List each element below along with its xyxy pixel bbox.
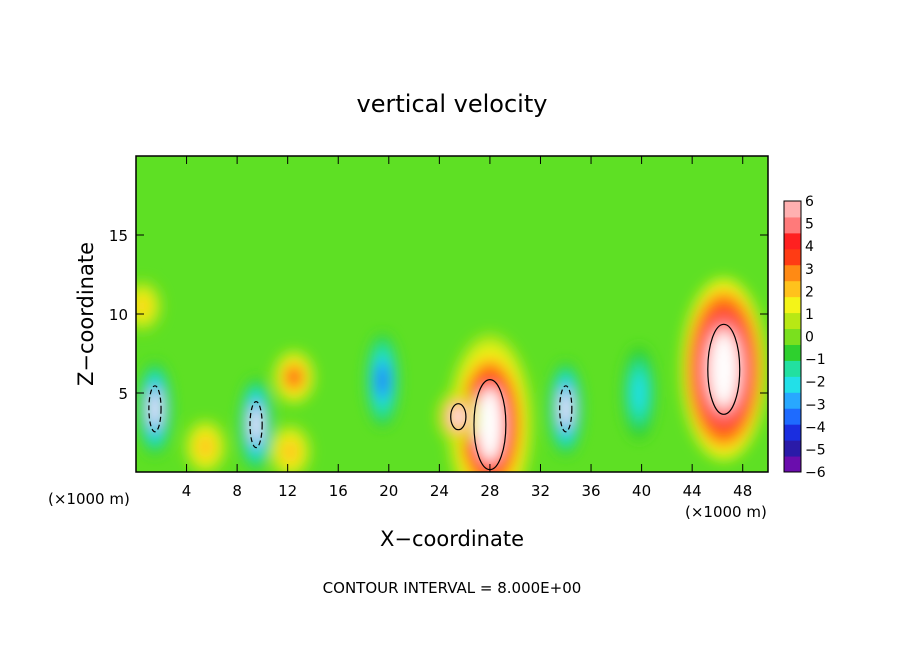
colorbar-band [784, 424, 801, 441]
colorbar-bands [784, 201, 801, 473]
colorbar-band [784, 408, 801, 425]
field-blob-7-core [149, 389, 161, 429]
colorbar-label: −4 [805, 420, 826, 436]
contour-interval-note: CONTOUR INTERVAL = 8.000E+00 [323, 579, 582, 597]
colorbar-label: −5 [805, 442, 826, 458]
x-tick-label: 8 [232, 482, 242, 500]
field-blob-10-core [560, 389, 571, 429]
colorbar-band [784, 328, 801, 345]
colorbar-label: −2 [805, 375, 826, 391]
field-blob-9-ring-5 [377, 366, 388, 395]
contour-5 [559, 385, 573, 433]
colorbar-label: 5 [805, 217, 814, 233]
colorbar-band [784, 312, 801, 330]
x-axis-ticks: 4 8 12 16 20 24 28 32 36 40 44 48 [182, 156, 752, 500]
colorbar-band [784, 376, 801, 393]
y-axis-title: Z−coordinate [74, 242, 98, 386]
velocity-field [136, 278, 767, 472]
field-blob-11-ring-5 [634, 379, 644, 407]
colorbar-label: 0 [805, 330, 814, 346]
colorbar-label: 3 [805, 262, 814, 278]
colorbar-band [784, 296, 801, 314]
colorbar-band [784, 360, 801, 377]
colorbar-label: 4 [805, 239, 814, 255]
x-tick-label: 36 [581, 482, 600, 500]
field-blob-6-ring-5 [136, 298, 149, 314]
colorbar-label: −3 [805, 397, 826, 413]
x-tick-label: 24 [430, 482, 449, 500]
colorbar-band [784, 344, 801, 361]
y-axis-ticks: 5 10 15 [109, 227, 768, 403]
contour-lines [148, 323, 741, 471]
plot-area [136, 156, 768, 472]
colorbar-label: 1 [805, 307, 814, 323]
colorbar-band [784, 248, 801, 266]
x-tick-label: 44 [683, 482, 702, 500]
x-unit-label-right: (×1000 m) [685, 503, 767, 521]
colorbar-band [784, 440, 801, 457]
field-blob-2-core [451, 405, 465, 428]
x-tick-label: 20 [379, 482, 398, 500]
x-tick-label: 16 [329, 482, 348, 500]
x-tick-label: 12 [278, 482, 297, 500]
colorbar-label: 2 [805, 284, 814, 300]
x-tick-label: 32 [531, 482, 550, 500]
contour-2 [450, 403, 467, 431]
field-blob-4-ring-5 [284, 443, 297, 460]
field-blob-8-core [250, 405, 262, 444]
colorbar-frame [783, 200, 802, 473]
contour-4 [249, 401, 263, 449]
x-tick-label: 40 [632, 482, 651, 500]
x-unit-label: (×1000 m) [48, 490, 130, 508]
colorbar-label: 6 [805, 194, 814, 210]
x-tick-label: 48 [733, 482, 752, 500]
colorbar-band [784, 392, 801, 409]
field-blob-3-ring-5 [288, 369, 300, 386]
field-blob-1-core [476, 386, 504, 463]
colorbar: 6 5 4 3 2 1 0 −1 −2 −3 −4 −5 −6 [783, 194, 826, 481]
field-blob-5-ring-5 [199, 438, 212, 455]
colorbar-band [784, 264, 801, 282]
colorbar-band [784, 201, 801, 218]
contour-0 [707, 323, 741, 415]
y-tick-label: 15 [109, 227, 128, 245]
colorbar-band [784, 456, 801, 473]
field-blob-0-core [710, 331, 738, 408]
x-axis-title: X−coordinate [380, 527, 524, 551]
contour-3 [148, 385, 162, 433]
colorbar-band [784, 232, 801, 250]
colorbar-band [784, 280, 801, 298]
colorbar-band [784, 216, 801, 234]
chart-title: vertical velocity [357, 90, 548, 118]
colorbar-label: −6 [805, 465, 826, 481]
y-tick-label: 5 [118, 385, 128, 403]
x-tick-label: 4 [182, 482, 192, 500]
colorbar-label: −1 [805, 352, 826, 368]
y-tick-label: 10 [109, 306, 128, 324]
x-tick-label: 28 [480, 482, 499, 500]
colorbar-labels: 6 5 4 3 2 1 0 −1 −2 −3 −4 −5 −6 [805, 194, 826, 481]
